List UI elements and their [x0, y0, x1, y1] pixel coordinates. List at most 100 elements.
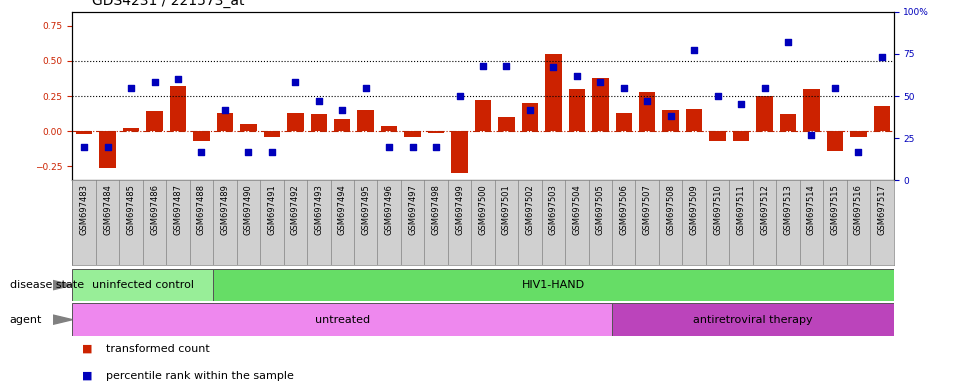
Text: uninfected control: uninfected control: [92, 280, 194, 290]
Bar: [76, 131, 93, 134]
Bar: [241, 124, 257, 131]
Bar: [612, 303, 894, 336]
Point: [288, 79, 303, 86]
Bar: [498, 117, 515, 131]
Point: [124, 84, 139, 91]
Bar: [193, 131, 210, 141]
Text: GSM697506: GSM697506: [619, 184, 628, 235]
Text: ■: ■: [82, 344, 93, 354]
Bar: [123, 128, 139, 131]
Text: GSM697489: GSM697489: [220, 184, 230, 235]
Text: GSM697503: GSM697503: [549, 184, 558, 235]
Text: GSM697505: GSM697505: [596, 184, 605, 235]
Point: [569, 73, 584, 79]
Bar: [264, 131, 280, 137]
Polygon shape: [53, 280, 72, 290]
Bar: [873, 106, 890, 131]
Point: [616, 84, 632, 91]
Bar: [804, 89, 820, 131]
Text: antiretroviral therapy: antiretroviral therapy: [693, 314, 812, 325]
Point: [733, 101, 749, 108]
Bar: [451, 131, 468, 174]
Bar: [99, 131, 116, 168]
Text: GSM697508: GSM697508: [667, 184, 675, 235]
Text: GSM697513: GSM697513: [783, 184, 792, 235]
Text: GSM697509: GSM697509: [690, 184, 698, 235]
Point: [264, 149, 279, 155]
Point: [452, 93, 468, 99]
Bar: [663, 110, 679, 131]
Text: ■: ■: [82, 371, 93, 381]
Text: GSM697512: GSM697512: [760, 184, 769, 235]
Text: GSM697502: GSM697502: [526, 184, 534, 235]
Point: [663, 113, 678, 119]
Bar: [639, 92, 656, 131]
Point: [217, 106, 233, 113]
Text: GSM697498: GSM697498: [432, 184, 440, 235]
Text: GSM697493: GSM697493: [314, 184, 324, 235]
Point: [194, 149, 210, 155]
Bar: [569, 89, 585, 131]
Point: [475, 63, 491, 69]
Bar: [72, 303, 612, 336]
Text: GSM697504: GSM697504: [572, 184, 582, 235]
Text: HIV1-HAND: HIV1-HAND: [522, 280, 585, 290]
Point: [756, 84, 772, 91]
Bar: [522, 103, 538, 131]
Text: GSM697485: GSM697485: [127, 184, 135, 235]
Bar: [381, 126, 397, 131]
Bar: [615, 113, 632, 131]
Text: GSM697495: GSM697495: [361, 184, 370, 235]
Text: GSM697511: GSM697511: [736, 184, 746, 235]
Text: agent: agent: [10, 314, 43, 325]
Point: [804, 132, 819, 138]
Bar: [850, 131, 867, 137]
Text: GSM697510: GSM697510: [713, 184, 723, 235]
Point: [498, 63, 514, 69]
Bar: [827, 131, 843, 151]
Bar: [216, 113, 233, 131]
Text: GSM697515: GSM697515: [831, 184, 839, 235]
Text: GSM697514: GSM697514: [807, 184, 816, 235]
Bar: [334, 119, 351, 131]
Text: GSM697483: GSM697483: [79, 184, 89, 235]
Text: GSM697497: GSM697497: [408, 184, 417, 235]
Bar: [311, 114, 327, 131]
Point: [405, 144, 420, 150]
Bar: [357, 110, 374, 131]
Text: GSM697496: GSM697496: [384, 184, 394, 235]
Point: [311, 98, 327, 104]
Text: GDS4231 / 221573_at: GDS4231 / 221573_at: [92, 0, 244, 8]
Bar: [592, 78, 609, 131]
Point: [523, 106, 538, 113]
Bar: [756, 96, 773, 131]
Text: disease state: disease state: [10, 280, 84, 290]
Point: [382, 144, 397, 150]
Bar: [545, 54, 561, 131]
Point: [241, 149, 256, 155]
Bar: [475, 100, 491, 131]
Text: percentile rank within the sample: percentile rank within the sample: [106, 371, 294, 381]
Point: [99, 144, 115, 150]
Point: [592, 79, 608, 86]
Point: [358, 84, 374, 91]
Point: [546, 64, 561, 70]
Text: GSM697501: GSM697501: [502, 184, 511, 235]
Text: GSM697517: GSM697517: [877, 184, 887, 235]
Bar: [287, 113, 303, 131]
Bar: [686, 109, 702, 131]
Point: [781, 39, 796, 45]
Point: [874, 54, 890, 60]
Bar: [709, 131, 725, 141]
Polygon shape: [53, 315, 72, 324]
Bar: [405, 131, 421, 137]
Bar: [72, 269, 213, 301]
Text: GSM697491: GSM697491: [268, 184, 276, 235]
Point: [710, 93, 725, 99]
Text: GSM697516: GSM697516: [854, 184, 863, 235]
Text: GSM697507: GSM697507: [642, 184, 652, 235]
Point: [170, 76, 185, 82]
Point: [639, 98, 655, 104]
Text: GSM697500: GSM697500: [478, 184, 488, 235]
Bar: [147, 111, 163, 131]
